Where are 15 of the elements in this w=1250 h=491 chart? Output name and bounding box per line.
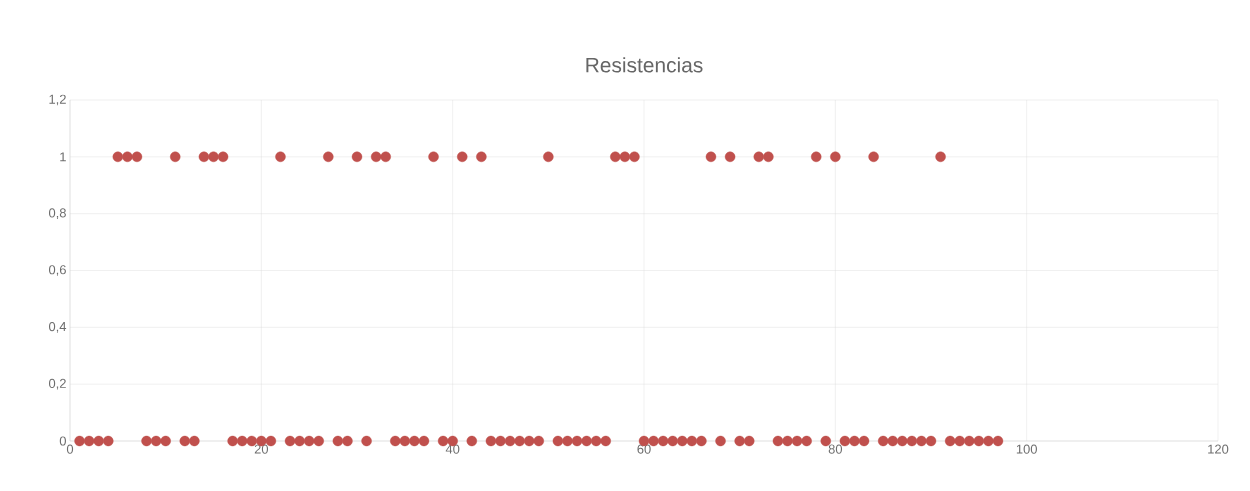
x-tick-label: 80 bbox=[828, 444, 843, 454]
y-tick-label: 1,2 bbox=[49, 94, 66, 106]
x-tick-label: 60 bbox=[637, 444, 651, 454]
y-tick-label: 0,8 bbox=[48, 208, 66, 220]
y-tick-label: 0 bbox=[59, 436, 66, 446]
y-tick-label: 0,4 bbox=[48, 321, 67, 333]
y-tick-label: 1 bbox=[60, 152, 66, 162]
chart-title: Resistencias bbox=[586, 57, 703, 73]
x-tick-label: 40 bbox=[445, 444, 460, 454]
y-tick-label: 0,2 bbox=[48, 378, 66, 390]
x-tick-label: 20 bbox=[254, 444, 269, 454]
y-tick-label: 0,6 bbox=[48, 265, 66, 276]
x-tick-label: 100 bbox=[1016, 444, 1037, 454]
x-tick-label: 120 bbox=[1208, 444, 1229, 454]
x-tick-label: 0 bbox=[66, 444, 74, 454]
